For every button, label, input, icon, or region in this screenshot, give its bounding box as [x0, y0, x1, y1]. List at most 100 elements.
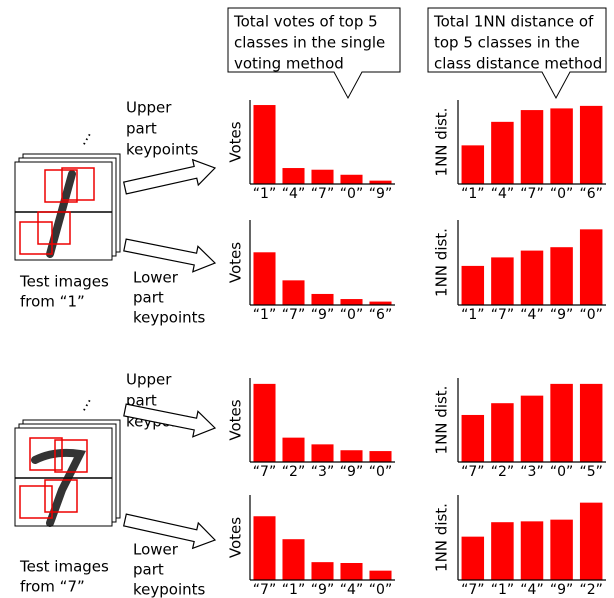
caption: Test images [19, 273, 109, 291]
lower-label: keypoints [133, 581, 206, 598]
bar [550, 520, 572, 580]
bar [311, 444, 333, 462]
bar [282, 280, 304, 305]
x-tick-label: “4” [340, 582, 363, 598]
x-tick-label: “5” [579, 464, 602, 480]
bar [580, 384, 602, 462]
bar [550, 384, 572, 462]
x-tick-label: “3” [520, 464, 543, 480]
bar [369, 451, 391, 462]
x-tick-label: “1” [491, 582, 514, 598]
bar [311, 170, 333, 184]
bar [462, 415, 484, 462]
x-tick-label: “0” [340, 307, 363, 323]
bar [253, 252, 275, 305]
x-tick-label: “7” [253, 582, 276, 598]
callout-text: Total 1NN distance of [433, 13, 594, 31]
bar [340, 299, 362, 305]
bar [491, 122, 513, 184]
x-tick-label: “0” [550, 186, 573, 202]
lower-label: keypoints [133, 309, 206, 327]
x-tick-label: “7” [461, 464, 484, 480]
x-tick-label: “4” [491, 186, 514, 202]
bar [462, 145, 484, 184]
x-tick-label: “4” [282, 186, 305, 202]
x-tick-label: “9” [340, 464, 363, 480]
bar [521, 521, 543, 580]
x-tick-label: “6” [369, 307, 392, 323]
bar [253, 384, 275, 462]
bar [580, 503, 602, 580]
y-axis-label: Votes [227, 242, 245, 283]
bar [282, 438, 304, 462]
bar [253, 105, 275, 184]
bar [340, 450, 362, 462]
x-tick-label: “3” [311, 464, 334, 480]
caption: Test images [19, 558, 109, 576]
x-tick-label: “2” [282, 464, 305, 480]
bar [462, 537, 484, 580]
x-tick-label: “1” [461, 307, 484, 323]
bar [521, 396, 543, 462]
y-axis-label: 1NN dist. [433, 108, 451, 177]
arrow [124, 239, 215, 272]
callout-text: classes in the single [234, 34, 385, 52]
caption: from “1” [20, 293, 85, 311]
bar [580, 229, 602, 305]
x-tick-label: “1” [282, 582, 305, 598]
ellipsis: … [72, 126, 95, 148]
x-tick-label: “9” [311, 582, 334, 598]
callout-text: voting method [234, 55, 344, 73]
bar [253, 516, 275, 580]
x-tick-label: “6” [579, 186, 602, 202]
x-tick-label: “7” [520, 186, 543, 202]
y-axis-label: 1NN dist. [433, 386, 451, 455]
upper-label: Upper [126, 371, 172, 389]
ellipsis: … [72, 392, 95, 414]
bar [550, 247, 572, 305]
x-tick-label: “7” [253, 464, 276, 480]
bar [491, 522, 513, 580]
x-tick-label: “7” [461, 582, 484, 598]
x-tick-label: “4” [520, 582, 543, 598]
y-axis-label: Votes [227, 121, 245, 162]
x-tick-label: “7” [491, 307, 514, 323]
y-axis-label: 1NN dist. [433, 228, 451, 297]
y-axis-label: Votes [227, 517, 245, 558]
bar [311, 562, 333, 580]
upper-label: part [126, 120, 157, 138]
x-tick-label: “0” [369, 582, 392, 598]
x-tick-label: “0” [550, 464, 573, 480]
x-tick-label: “0” [340, 186, 363, 202]
figure: Total votes of top 5 classes in the singl… [0, 0, 614, 598]
callout-text: Total votes of top 5 [233, 13, 378, 31]
bar [282, 539, 304, 580]
callout-text: class distance method [434, 55, 602, 73]
x-tick-label: “7” [282, 307, 305, 323]
caption: from “7” [20, 578, 85, 596]
x-tick-label: “9” [311, 307, 334, 323]
x-tick-label: “0” [579, 307, 602, 323]
arrow [124, 160, 215, 194]
x-tick-label: “9” [550, 582, 573, 598]
bar [282, 168, 304, 184]
x-tick-label: “7” [311, 186, 334, 202]
bar [580, 106, 602, 184]
lower-label: part [133, 289, 164, 307]
upper-label: keypoints [126, 141, 199, 159]
bar [521, 110, 543, 184]
y-axis-label: 1NN dist. [433, 503, 451, 572]
lower-label: Lower [133, 269, 179, 287]
bar [462, 266, 484, 305]
bar [491, 403, 513, 462]
bar [521, 251, 543, 305]
bar [311, 294, 333, 305]
x-tick-label: “2” [579, 582, 602, 598]
y-axis-label: Votes [227, 399, 245, 440]
x-tick-label: “1” [253, 307, 276, 323]
x-tick-label: “0” [369, 464, 392, 480]
x-tick-label: “1” [461, 186, 484, 202]
lower-label: part [133, 561, 164, 579]
bar [491, 257, 513, 305]
bar [340, 563, 362, 580]
